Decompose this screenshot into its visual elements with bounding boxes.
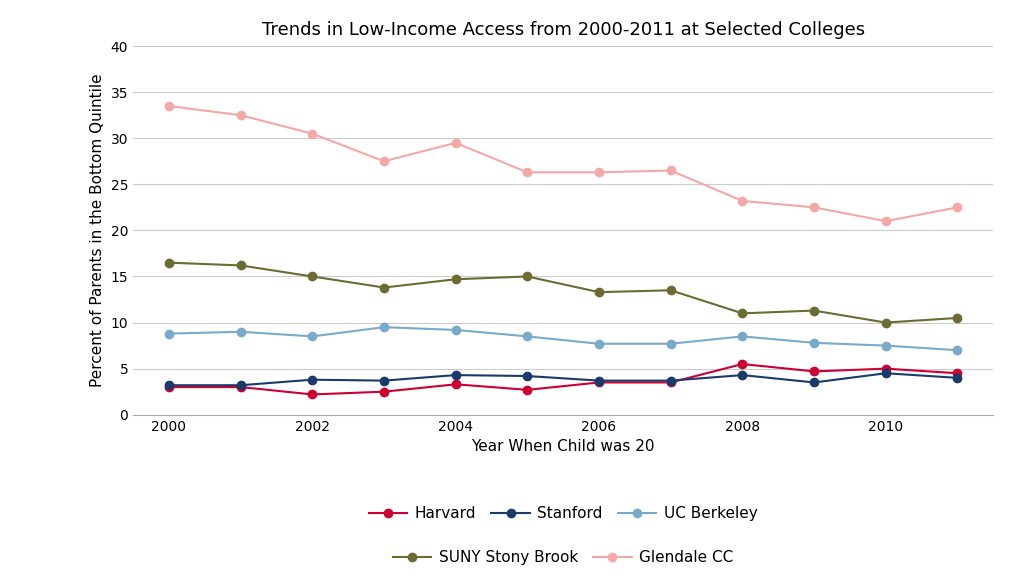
Glendale CC [234,112,247,119]
Stanford [593,377,605,384]
Stanford [521,373,534,380]
Stanford [378,377,390,384]
Stanford [880,370,892,377]
Harvard [306,391,318,398]
Harvard [951,370,964,377]
Legend: SUNY Stony Brook, Glendale CC: SUNY Stony Brook, Glendale CC [387,544,739,571]
Line: SUNY Stony Brook: SUNY Stony Brook [165,259,962,327]
Glendale CC [306,130,318,137]
Y-axis label: Percent of Parents in the Bottom Quintile: Percent of Parents in the Bottom Quintil… [90,74,105,387]
UC Berkeley [450,327,462,334]
Harvard [450,381,462,388]
UC Berkeley [163,330,175,337]
Glendale CC [736,198,749,204]
SUNY Stony Brook [808,307,820,314]
Stanford [450,372,462,378]
UC Berkeley [808,339,820,346]
SUNY Stony Brook [450,276,462,283]
Harvard [163,384,175,391]
Stanford [163,382,175,389]
SUNY Stony Brook [736,310,749,317]
Harvard [593,379,605,386]
Glendale CC [521,169,534,176]
Harvard [880,365,892,372]
UC Berkeley [880,342,892,349]
Harvard [665,379,677,386]
SUNY Stony Brook [306,273,318,280]
SUNY Stony Brook [521,273,534,280]
UC Berkeley [306,333,318,340]
Stanford [306,376,318,383]
SUNY Stony Brook [378,284,390,291]
Glendale CC [450,139,462,146]
Harvard [808,368,820,375]
SUNY Stony Brook [880,319,892,326]
UC Berkeley [521,333,534,340]
SUNY Stony Brook [593,289,605,295]
Stanford [736,372,749,378]
SUNY Stony Brook [234,262,247,269]
Stanford [665,377,677,384]
UC Berkeley [665,340,677,347]
Title: Trends in Low-Income Access from 2000-2011 at Selected Colleges: Trends in Low-Income Access from 2000-20… [262,21,864,39]
Glendale CC [880,218,892,225]
Line: UC Berkeley: UC Berkeley [165,323,962,354]
Harvard [521,386,534,393]
Line: Stanford: Stanford [165,369,962,389]
SUNY Stony Brook [665,287,677,294]
Glendale CC [593,169,605,176]
SUNY Stony Brook [951,314,964,321]
Harvard [234,384,247,391]
Glendale CC [665,167,677,174]
Harvard [736,361,749,367]
Glendale CC [163,103,175,109]
Glendale CC [951,204,964,211]
UC Berkeley [951,347,964,354]
Stanford [234,382,247,389]
X-axis label: Year When Child was 20: Year When Child was 20 [471,439,655,454]
Stanford [808,379,820,386]
Line: Glendale CC: Glendale CC [165,102,962,225]
Line: Harvard: Harvard [165,360,962,399]
Stanford [951,374,964,381]
UC Berkeley [736,333,749,340]
UC Berkeley [593,340,605,347]
Glendale CC [378,158,390,165]
Harvard [378,388,390,395]
UC Berkeley [234,328,247,335]
UC Berkeley [378,324,390,331]
Glendale CC [808,204,820,211]
SUNY Stony Brook [163,259,175,266]
